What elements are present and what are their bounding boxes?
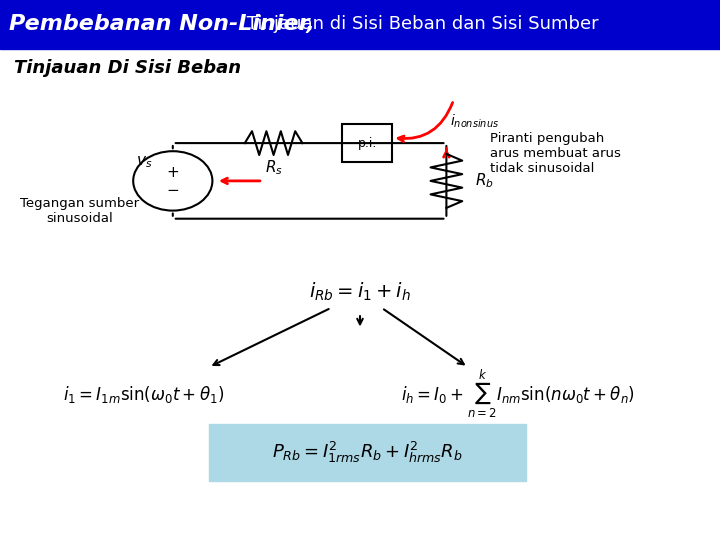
Text: $R_s$: $R_s$ [265, 158, 282, 177]
Text: $i_{Rb} = i_1 + i_h$: $i_{Rb} = i_1 + i_h$ [309, 280, 411, 303]
Text: Pembebanan Non-Linier,: Pembebanan Non-Linier, [9, 14, 315, 35]
Text: $i_h = I_0 + \sum_{n=2}^{k} I_{nm}\sin(n\omega_0 t + \theta_n)$: $i_h = I_0 + \sum_{n=2}^{k} I_{nm}\sin(n… [401, 368, 636, 421]
Text: $v_s$: $v_s$ [136, 154, 152, 170]
Text: $R_b$: $R_b$ [475, 172, 494, 190]
Text: Piranti pengubah
arus membuat arus
tidak sinusoidal: Piranti pengubah arus membuat arus tidak… [490, 132, 621, 176]
Text: Tegangan sumber
sinusoidal: Tegangan sumber sinusoidal [19, 197, 139, 225]
Bar [0, 0, 720, 49]
Bar [342, 124, 392, 162]
Text: $i_{nonsinus}$: $i_{nonsinus}$ [450, 113, 499, 130]
Text: −: − [166, 183, 179, 198]
Text: Tinjauan di Sisi Beban dan Sisi Sumber: Tinjauan di Sisi Beban dan Sisi Sumber [241, 15, 599, 33]
Text: +: + [166, 165, 179, 180]
Text: $P_{Rb} = I_{1rms}^2 R_b + I_{hrms}^2 R_b$: $P_{Rb} = I_{1rms}^2 R_b + I_{hrms}^2 R_… [271, 440, 463, 465]
Text: $i_1 = I_{1m}\sin(\omega_0 t + \theta_1)$: $i_1 = I_{1m}\sin(\omega_0 t + \theta_1)… [63, 384, 225, 404]
FancyBboxPatch shape [209, 424, 526, 481]
Text: p.i.: p.i. [358, 137, 377, 150]
Text: Tinjauan Di Sisi Beban: Tinjauan Di Sisi Beban [14, 59, 241, 77]
